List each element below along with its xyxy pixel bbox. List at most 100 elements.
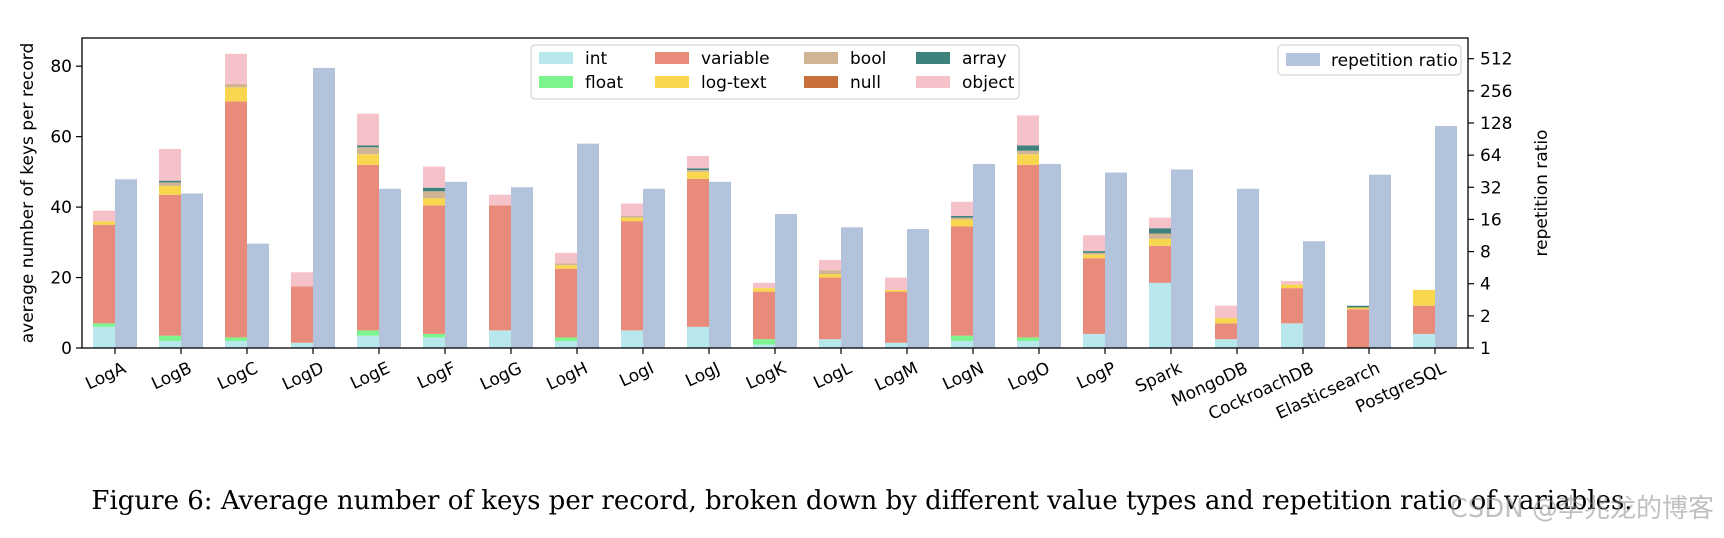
legend-label-float: float — [585, 73, 624, 93]
y2-tick-label: 8 — [1480, 243, 1491, 263]
x-tick-label: LogB — [149, 358, 196, 394]
bar-repetition-LogI — [643, 188, 665, 348]
bar-int-LogM — [885, 342, 907, 348]
bar-float-LogB — [159, 335, 181, 341]
bar-variable-LogN — [951, 226, 973, 336]
bar-variable-LogP — [1083, 258, 1105, 334]
bar-object-LogC — [225, 53, 247, 84]
bar-object-LogH — [555, 252, 577, 264]
bar-variable-LogE — [357, 164, 379, 331]
bar-variable-PostgreSQL — [1413, 305, 1435, 334]
legend-swatch-int — [539, 52, 573, 64]
y2-tick-label: 512 — [1480, 50, 1512, 70]
bar-log-text-Elasticsearch — [1347, 307, 1369, 310]
bar-log-text-LogO — [1017, 154, 1039, 165]
bar-int-LogB — [159, 340, 181, 348]
y-axis-label: average number of keys per record — [18, 43, 38, 344]
bar-log-text-LogI — [621, 217, 643, 222]
bar-bool-LogO — [1017, 150, 1039, 155]
y-tick-label: 80 — [50, 57, 72, 77]
x-tick-label: LogM — [872, 358, 921, 395]
y-tick-label: 60 — [50, 128, 72, 148]
bar-float-LogO — [1017, 337, 1039, 341]
bar-int-LogI — [621, 330, 643, 348]
bar-int-LogA — [93, 326, 115, 348]
x-tick-label: LogC — [214, 358, 261, 394]
legend-label-bool: bool — [850, 49, 886, 69]
bar-log-text-LogA — [93, 221, 115, 225]
legend-swatch-object — [916, 76, 950, 88]
bar-bool-LogI — [621, 215, 643, 218]
bar-repetition-Elasticsearch — [1369, 174, 1391, 348]
legend-label-int: int — [585, 49, 607, 69]
bar-float-LogH — [555, 337, 577, 341]
bar-object-LogM — [885, 277, 907, 290]
bar-object-Spark — [1149, 217, 1171, 229]
legend-swatch-variable — [655, 52, 689, 64]
bar-int-LogC — [225, 340, 247, 348]
bar-int-LogE — [357, 335, 379, 348]
x-tick-label: LogN — [940, 358, 988, 394]
y-tick-label: 40 — [50, 198, 72, 218]
bar-array-LogP — [1083, 251, 1105, 253]
bar-repetition-LogO — [1039, 163, 1061, 348]
legend2-box — [1277, 44, 1462, 76]
bar-array-LogE — [357, 145, 379, 148]
bar-object-LogL — [819, 259, 841, 271]
bar-log-text-Spark — [1149, 238, 1171, 246]
legend-label-null: null — [850, 73, 881, 93]
bar-int-LogF — [423, 337, 445, 348]
bar-repetition-LogP — [1105, 172, 1127, 348]
watermark: CSDN @李兆龙的博客 — [1449, 494, 1714, 524]
bar-repetition-LogC — [247, 243, 269, 348]
bar-int-PostgreSQL — [1413, 333, 1435, 348]
bar-object-LogO — [1017, 115, 1039, 146]
legend-swatch-null — [804, 76, 838, 88]
bar-float-LogE — [357, 330, 379, 336]
bar-repetition-LogL — [841, 227, 863, 348]
bar-bool-LogL — [819, 270, 841, 275]
bar-repetition-Spark — [1171, 169, 1193, 348]
bar-int-LogG — [489, 330, 511, 348]
bar-repetition-LogN — [973, 163, 995, 348]
bar-log-text-LogB — [159, 185, 181, 195]
bar-repetition-LogG — [511, 187, 533, 348]
x-tick-label: LogI — [617, 358, 658, 391]
bar-int-LogL — [819, 339, 841, 348]
caption-text: Average number of keys per record, broke… — [220, 486, 1633, 516]
legend-main: int float variable log-text bool null array obj… — [530, 44, 1020, 100]
bar-log-text-PostgreSQL — [1413, 289, 1435, 306]
bar-log-text-MongoDB — [1215, 318, 1237, 324]
bar-float-LogK — [753, 339, 775, 345]
bar-array-LogO — [1017, 145, 1039, 151]
bar-variable-MongoDB — [1215, 323, 1237, 340]
bar-object-LogI — [621, 203, 643, 216]
legend-repetition: repetition ratio — [1277, 44, 1462, 76]
bar-object-LogE — [357, 113, 379, 146]
y2-tick-label: 2 — [1480, 307, 1491, 327]
bar-repetition-LogF — [445, 181, 467, 348]
bar-variable-LogC — [225, 101, 247, 338]
bar-variable-LogL — [819, 277, 841, 340]
bar-bool-Spark — [1149, 233, 1171, 239]
bar-object-LogP — [1083, 235, 1105, 252]
bar-int-MongoDB — [1215, 339, 1237, 348]
bar-variable-LogF — [423, 205, 445, 334]
bar-variable-CockroachDB — [1281, 288, 1303, 324]
x-tick-label: LogA — [83, 358, 130, 394]
bar-log-text-LogL — [819, 274, 841, 278]
x-tick-label: LogP — [1074, 358, 1119, 393]
bar-variable-Elasticsearch — [1347, 309, 1369, 348]
y2-axis-label: repetition ratio — [1532, 130, 1552, 257]
bar-repetition-CockroachDB — [1303, 241, 1325, 348]
bar-bool-LogN — [951, 217, 973, 220]
bar-object-LogG — [489, 194, 511, 206]
x-tick-label: LogF — [414, 358, 459, 393]
bar-object-LogF — [423, 166, 445, 188]
y2-tick-label: 1 — [1480, 339, 1491, 359]
bar-variable-Spark — [1149, 245, 1171, 283]
y2-tick-label: 16 — [1480, 210, 1502, 230]
x-tick-label: LogL — [811, 358, 856, 393]
bar-log-text-LogE — [357, 154, 379, 165]
legend-swatch-array — [916, 52, 950, 64]
